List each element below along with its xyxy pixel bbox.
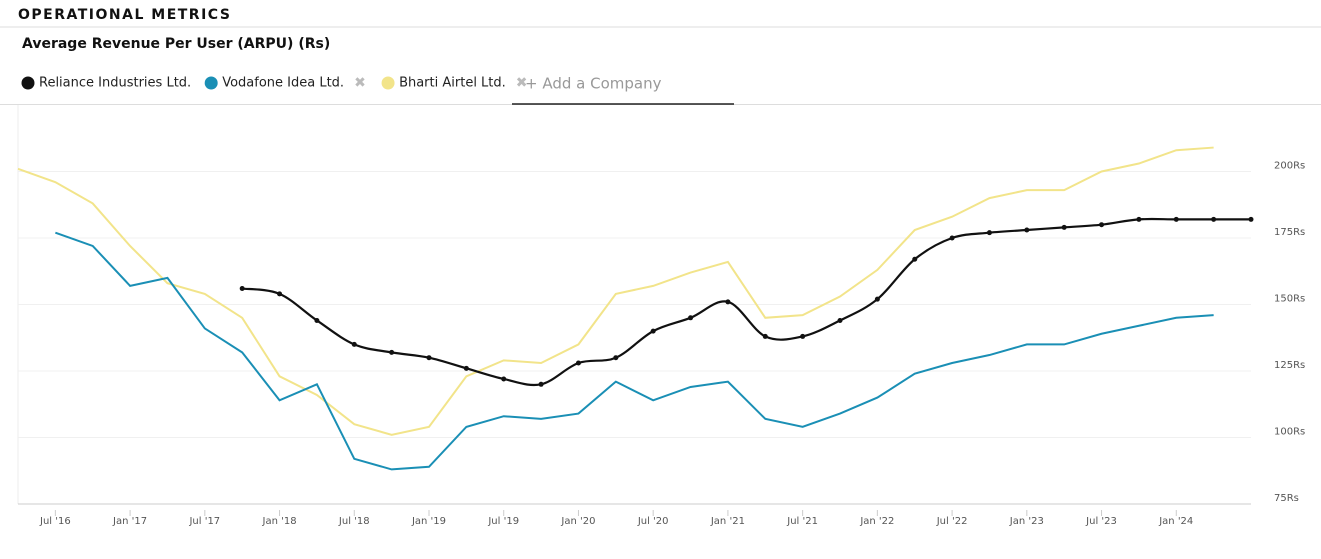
x-tick-label: Jul '20 — [637, 516, 669, 527]
series-marker — [463, 365, 469, 371]
y-tick-label: 200Rs — [1274, 161, 1305, 172]
series-marker — [1061, 224, 1067, 230]
x-tick-label: Jan '22 — [859, 516, 894, 527]
x-tick-label: Jan '23 — [1009, 516, 1044, 527]
series-marker — [1099, 222, 1105, 228]
x-tick-label: Jan '17 — [112, 516, 147, 527]
x-tick-label: Jan '18 — [262, 516, 297, 527]
section-title: OPERATIONAL METRICS — [18, 7, 231, 23]
series-marker — [1211, 216, 1217, 222]
x-tick-label: Jul '19 — [487, 516, 519, 527]
y-tick-label: 150Rs — [1274, 294, 1305, 305]
series-marker — [426, 355, 432, 361]
series-marker — [762, 333, 768, 339]
remove-company: ✖ — [516, 75, 528, 91]
x-tick-label: Jul '18 — [338, 516, 370, 527]
series-marker — [501, 376, 507, 382]
series-marker — [949, 235, 955, 241]
series-marker — [800, 333, 806, 339]
x-tick-label: Jan '20 — [560, 516, 595, 527]
series-marker — [575, 360, 581, 366]
series-line — [17, 146, 1214, 436]
series-marker — [239, 286, 245, 292]
series-line — [242, 217, 1251, 387]
series-marker — [1248, 216, 1254, 222]
x-tick-label: Jul '16 — [39, 516, 71, 527]
series-marker — [688, 315, 694, 321]
series-marker — [912, 256, 918, 262]
legend-swatch — [204, 76, 218, 90]
series-marker — [986, 230, 992, 236]
series-marker — [613, 355, 619, 361]
y-tick-label: 125Rs — [1274, 360, 1305, 371]
series-marker — [650, 328, 656, 334]
series-marker — [837, 317, 843, 323]
chart-title: Average Revenue Per User (ARPU) (Rs) — [22, 36, 330, 52]
series-marker — [1024, 227, 1030, 233]
x-tick-label: Jul '21 — [786, 516, 818, 527]
y-tick-label: 75Rs — [1274, 493, 1299, 504]
x-tick-label: Jan '21 — [710, 516, 745, 527]
series-marker — [725, 299, 731, 305]
series-marker — [1136, 216, 1142, 222]
series-marker — [277, 291, 283, 297]
series-marker — [389, 349, 395, 355]
x-tick-label: Jul '23 — [1085, 516, 1117, 527]
y-tick-label: 175Rs — [1274, 227, 1305, 238]
x-tick-label: Jan '19 — [411, 516, 446, 527]
series-marker — [351, 341, 357, 347]
series-marker — [1173, 216, 1179, 222]
x-tick-label: Jul '22 — [936, 516, 968, 527]
remove-company: ✖ — [354, 75, 366, 91]
series-marker — [314, 317, 320, 323]
legend-swatch — [381, 76, 395, 90]
legend-label: Reliance Industries Ltd. — [39, 76, 191, 91]
series-marker — [874, 296, 880, 302]
y-tick-label: 100Rs — [1274, 427, 1305, 438]
add-company[interactable]: + Add a Company — [525, 75, 662, 93]
x-tick-label: Jul '17 — [188, 516, 220, 527]
legend-label: Vodafone Idea Ltd. — [222, 76, 344, 91]
legend-swatch — [21, 76, 35, 90]
x-tick-label: Jan '24 — [1158, 516, 1193, 527]
series-marker — [538, 381, 544, 387]
series-line — [55, 231, 1214, 471]
legend-label: Bharti Airtel Ltd. — [399, 76, 506, 91]
